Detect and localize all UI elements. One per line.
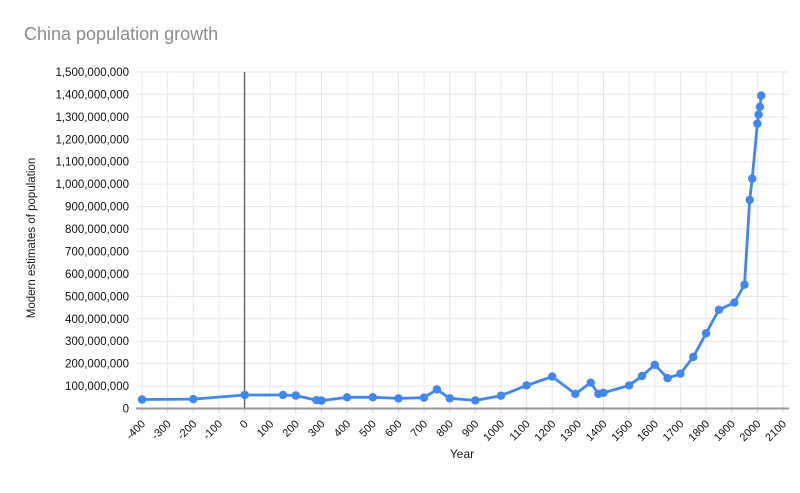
data-point[interactable] <box>754 110 763 119</box>
y-tick-label: 1,400,000,000 <box>55 89 129 101</box>
data-point[interactable] <box>599 388 608 397</box>
x-tick-label: 100 <box>255 418 276 439</box>
y-tick-label: 500,000,000 <box>65 291 129 303</box>
x-tick-label: -100 <box>201 418 225 442</box>
x-tick-label: 1300 <box>558 418 584 444</box>
data-point[interactable] <box>548 372 557 381</box>
data-point[interactable] <box>740 280 749 289</box>
y-tick-label: 200,000,000 <box>65 359 129 371</box>
data-point[interactable] <box>757 91 766 100</box>
data-point[interactable] <box>745 195 754 205</box>
y-tick-label: 1,000,000,000 <box>55 179 129 191</box>
data-point[interactable] <box>445 394 454 403</box>
x-tick-label: 300 <box>306 418 327 439</box>
x-tick-label: 1500 <box>609 418 635 444</box>
x-tick-label: 800 <box>434 418 455 439</box>
x-tick-label: -300 <box>150 418 174 442</box>
x-tick-label: 500 <box>357 418 378 439</box>
data-point[interactable] <box>342 393 352 402</box>
x-tick-label: 1200 <box>533 418 559 444</box>
data-point[interactable] <box>714 305 724 314</box>
x-tick-label: -200 <box>175 418 199 442</box>
data-point[interactable] <box>701 329 711 338</box>
y-tick-label: 1,500,000,000 <box>55 67 129 79</box>
x-tick-label: 1700 <box>661 418 687 444</box>
x-tick-label: 1000 <box>481 418 507 444</box>
x-tick-label: -400 <box>124 418 148 442</box>
x-tick-label: 0 <box>238 418 251 431</box>
data-point[interactable] <box>368 393 377 402</box>
data-point[interactable] <box>432 385 442 394</box>
data-point[interactable] <box>419 393 429 402</box>
data-point[interactable] <box>748 174 757 183</box>
data-point[interactable] <box>571 389 580 399</box>
data-point[interactable] <box>278 390 288 400</box>
x-tick-label: 200 <box>280 418 301 439</box>
data-point[interactable] <box>753 119 762 128</box>
y-tick-label: 700,000,000 <box>65 246 129 258</box>
data-point[interactable] <box>730 298 739 307</box>
x-tick-label: 1900 <box>712 418 738 444</box>
data-point[interactable] <box>650 360 659 369</box>
data-point[interactable] <box>137 395 147 404</box>
x-tick-label: 2000 <box>738 418 764 444</box>
data-point[interactable] <box>522 381 531 390</box>
x-tick-label: 900 <box>460 418 481 439</box>
y-tick-label: 600,000,000 <box>65 269 129 281</box>
x-tick-label: 1600 <box>635 418 661 444</box>
data-point[interactable] <box>189 394 198 404</box>
x-tick-label: 400 <box>332 418 353 439</box>
chart-title: China population growth <box>24 24 219 44</box>
x-tick-label: 1800 <box>686 418 712 444</box>
y-tick-label: 1,100,000,000 <box>55 157 129 169</box>
y-tick-label: 0 <box>123 404 129 416</box>
y-tick-label: 300,000,000 <box>65 336 129 348</box>
data-point[interactable] <box>471 396 480 405</box>
data-point[interactable] <box>625 381 634 390</box>
series-line <box>140 94 763 402</box>
y-tick-label: 900,000,000 <box>65 202 129 214</box>
data-point[interactable] <box>637 371 647 381</box>
y-tick-label: 800,000,000 <box>65 224 129 236</box>
data-point[interactable] <box>240 390 249 400</box>
x-tick-label: 700 <box>409 418 430 439</box>
y-tick-label: 100,000,000 <box>65 381 129 393</box>
y-tick-label: 1,200,000,000 <box>55 134 129 146</box>
data-point[interactable] <box>689 352 698 362</box>
data-point[interactable] <box>394 394 403 403</box>
data-point[interactable] <box>317 396 326 405</box>
data-point[interactable] <box>755 102 765 112</box>
data-point[interactable] <box>291 391 300 400</box>
data-point[interactable] <box>496 391 506 400</box>
data-point[interactable] <box>663 374 672 383</box>
x-tick-label: 1400 <box>584 418 610 444</box>
x-tick-label: 600 <box>383 418 404 439</box>
x-axis-title: Year <box>449 447 475 461</box>
x-tick-label: 2100 <box>763 418 789 444</box>
data-point[interactable] <box>586 378 595 387</box>
y-tick-label: 1,300,000,000 <box>55 112 129 124</box>
y-tick-label: 400,000,000 <box>65 314 129 326</box>
x-tick-label: 1100 <box>508 418 533 443</box>
data-point[interactable] <box>676 369 685 378</box>
